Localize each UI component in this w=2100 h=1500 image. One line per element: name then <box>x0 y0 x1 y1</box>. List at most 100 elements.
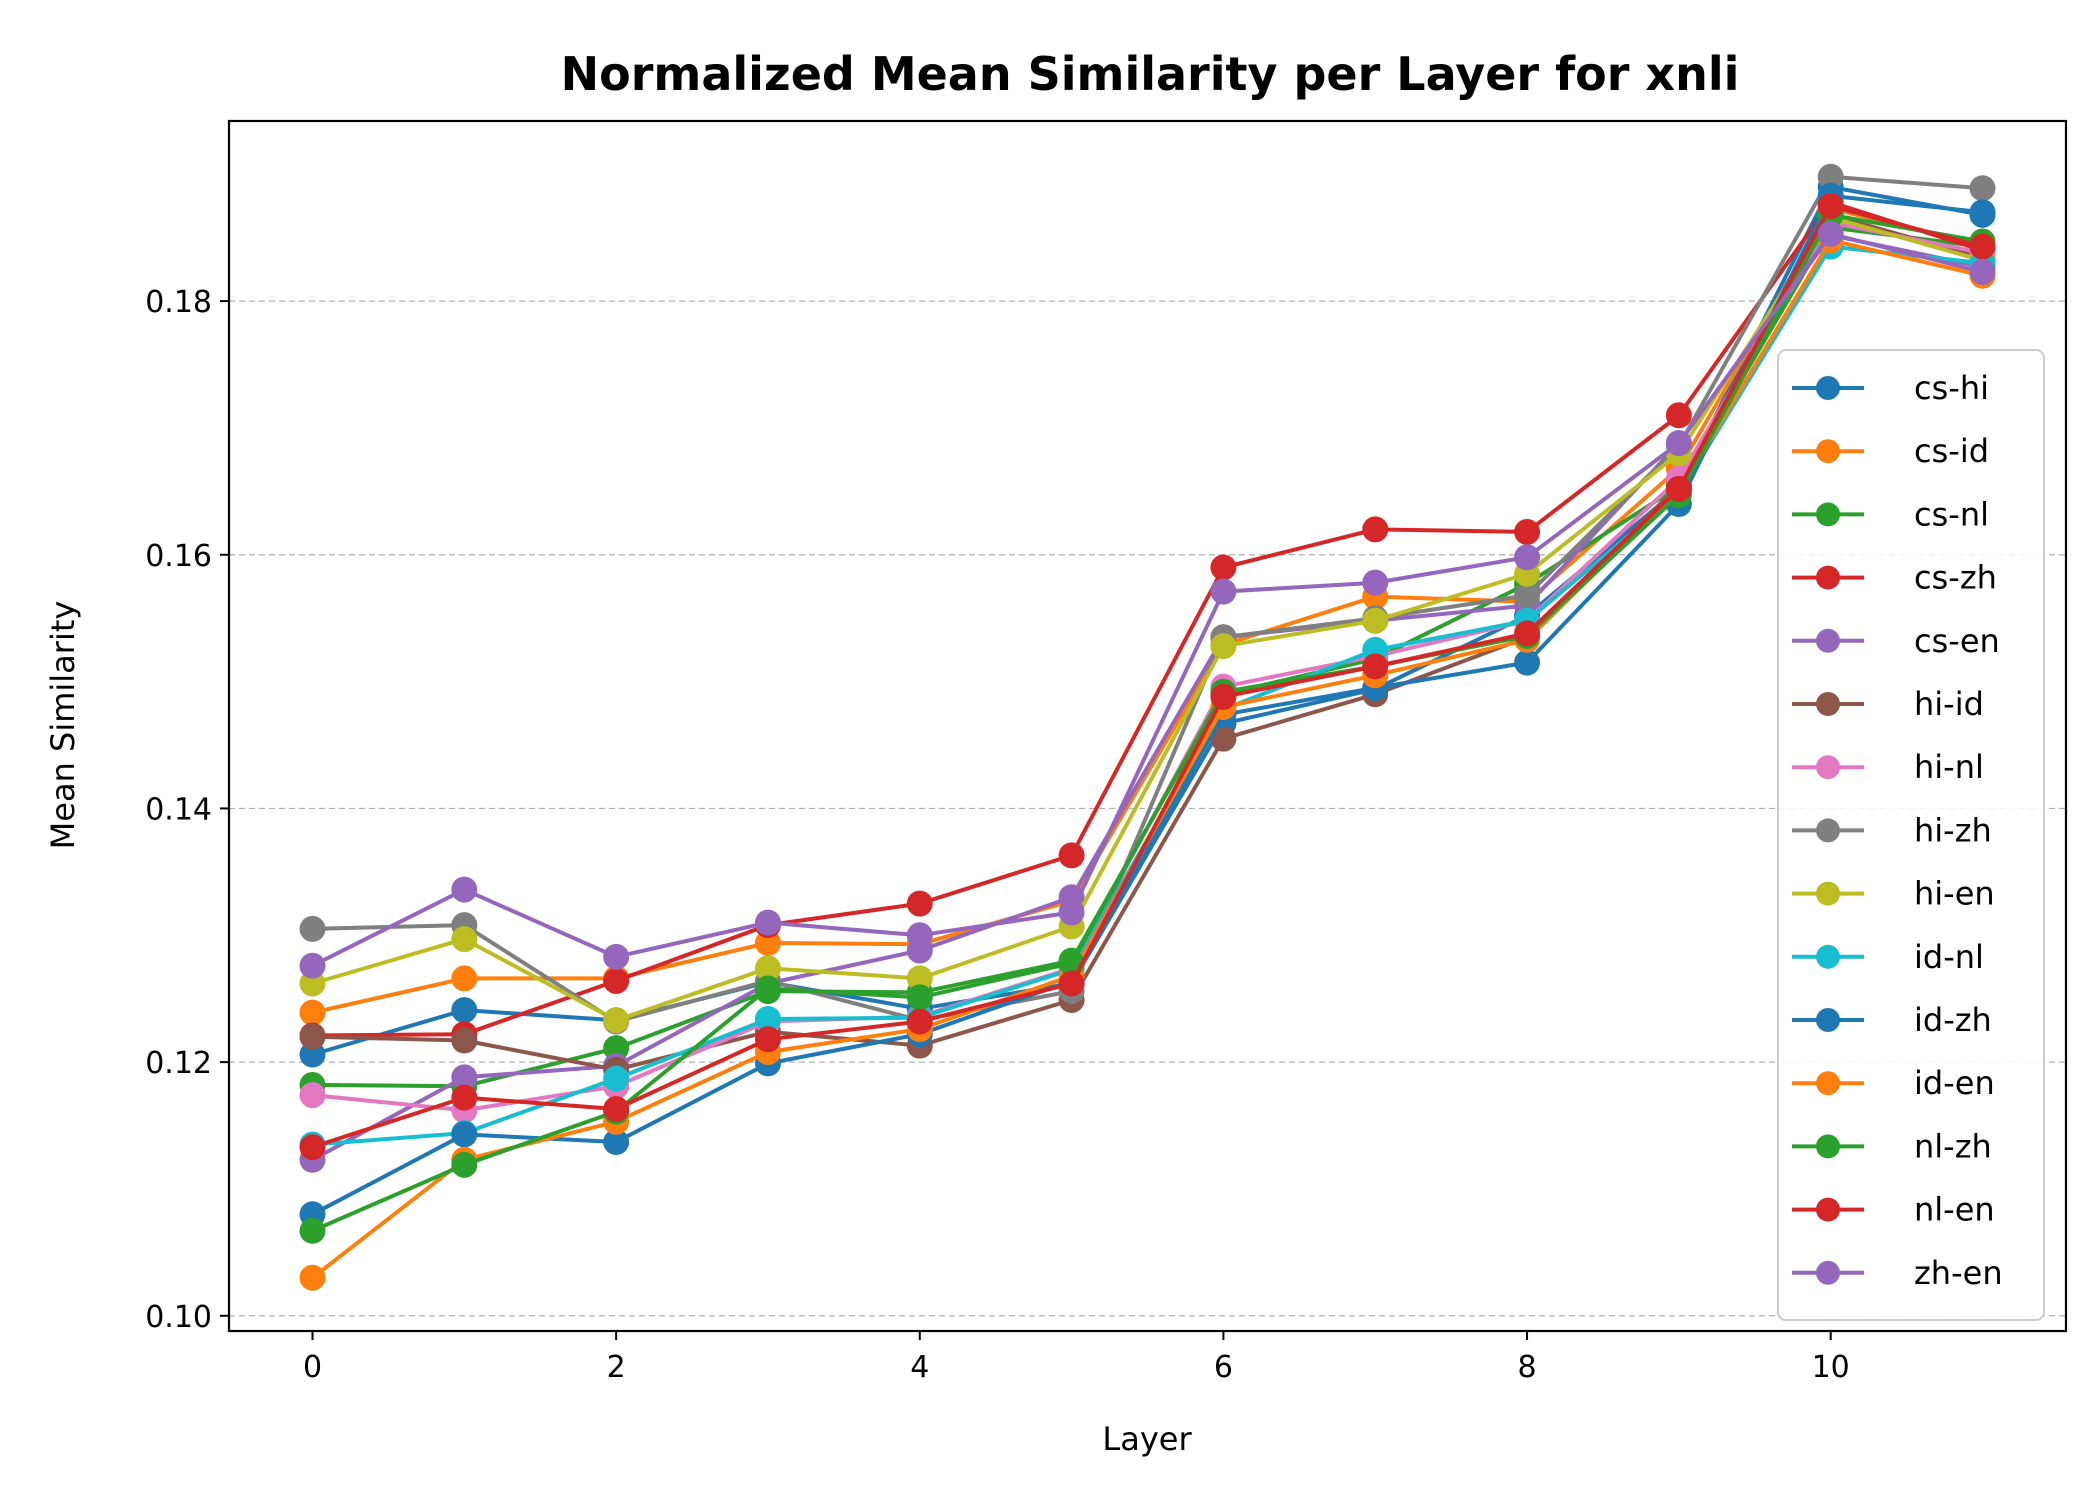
series-nl-en <box>299 192 1996 1161</box>
data-point-cs-hi <box>451 997 478 1024</box>
data-point-hi-zh <box>1969 175 1996 202</box>
data-point-zh-en <box>1514 544 1541 571</box>
x-axis-label: Layer <box>1102 1420 1192 1458</box>
data-point-id-zh <box>1969 199 1996 226</box>
legend-item: cs-nl <box>1792 495 1989 533</box>
chart-title: Normalized Mean Similarity per Layer for… <box>561 47 1740 101</box>
series-group <box>299 163 1996 1291</box>
data-point-nl-en <box>754 1026 781 1053</box>
data-point-id-zh <box>603 1129 630 1156</box>
legend-item: id-zh <box>1792 1001 1992 1039</box>
data-point-nl-en <box>1210 683 1237 710</box>
legend-marker <box>1816 439 1840 464</box>
legend-label: cs-zh <box>1914 559 1997 597</box>
series-line-cs-id <box>312 206 1983 1015</box>
legend-label: id-zh <box>1914 1001 1992 1039</box>
legend-item: hi-zh <box>1792 811 1992 849</box>
legend-label: id-en <box>1914 1064 1995 1102</box>
data-point-zh-en <box>451 876 478 903</box>
data-point-nl-en <box>1817 192 1844 219</box>
data-point-nl-zh <box>754 975 781 1002</box>
legend-marker <box>1816 376 1840 400</box>
legend-item: cs-hi <box>1792 369 1989 407</box>
legend-item: id-en <box>1792 1064 1995 1102</box>
series-line-zh-en <box>311 231 1983 968</box>
data-point-hi-en <box>1210 633 1237 660</box>
series-line-nl-zh <box>311 212 1983 1233</box>
legend-item: hi-id <box>1792 685 1984 723</box>
legend-marker <box>1816 755 1840 780</box>
data-point-nl-en <box>299 1134 326 1161</box>
data-point-cs-zh <box>906 890 933 917</box>
legend: cs-hi cs-id cs-nl cs-zh cs-en hi-id hi-nl hi-zh… <box>1777 349 2045 1321</box>
series-line-cs-zh <box>312 200 1984 1038</box>
data-point-nl-en <box>1058 970 1085 997</box>
legend-item: hi-nl <box>1792 748 1984 786</box>
data-point-hi-en <box>1362 607 1389 634</box>
x-tick-label: 10 <box>1812 1350 1850 1385</box>
data-point-id-nl <box>603 1065 630 1092</box>
legend-label: cs-hi <box>1914 369 1989 407</box>
data-point-nl-en <box>906 1008 933 1035</box>
data-point-cs-zh <box>1210 554 1237 581</box>
data-point-hi-zh <box>299 915 326 942</box>
legend-item: nl-en <box>1792 1191 1995 1229</box>
data-point-hi-zh <box>1514 582 1541 609</box>
x-tick-label: 2 <box>607 1350 626 1385</box>
data-point-hi-id <box>299 1023 326 1050</box>
legend-label: nl-en <box>1914 1191 1995 1229</box>
y-tick-label: 0.12 <box>145 1046 212 1081</box>
legend-marker <box>1816 1134 1840 1159</box>
legend-label: hi-zh <box>1914 811 1992 849</box>
y-tick-label: 0.16 <box>145 539 212 574</box>
legend-item: id-nl <box>1792 938 1984 976</box>
data-point-cs-zh <box>603 967 630 994</box>
y-tick-label: 0.14 <box>145 792 212 827</box>
data-point-zh-en <box>1665 430 1692 457</box>
series-line-nl-en <box>311 204 1984 1150</box>
data-point-hi-id <box>451 1027 478 1054</box>
legend-marker <box>1816 628 1840 653</box>
legend-item: cs-id <box>1792 432 1989 470</box>
y-tick-label: 0.18 <box>145 285 212 320</box>
legend-marker <box>1816 944 1840 969</box>
y-axis-label: Mean Similarity <box>44 601 82 850</box>
data-point-nl-zh <box>299 1217 326 1244</box>
x-tick-label: 8 <box>1517 1350 1536 1385</box>
data-point-hi-en <box>754 955 781 982</box>
data-point-zh-en <box>1210 578 1237 605</box>
legend-label: hi-nl <box>1914 748 1984 786</box>
legend-item: cs-zh <box>1792 559 1997 597</box>
data-point-zh-en <box>603 943 630 970</box>
data-point-cs-id <box>451 965 478 992</box>
legend-marker <box>1816 881 1840 906</box>
data-point-zh-en <box>1969 258 1996 285</box>
legend-label: zh-en <box>1914 1254 2003 1292</box>
data-point-cs-en <box>451 1064 478 1091</box>
data-point-nl-en <box>603 1096 630 1123</box>
data-point-zh-en <box>1817 220 1844 247</box>
legend-marker <box>1816 502 1840 527</box>
data-point-nl-en <box>451 1084 478 1111</box>
data-point-zh-en <box>299 952 326 979</box>
data-point-hi-en <box>906 965 933 992</box>
data-point-nl-en <box>1969 233 1996 260</box>
legend-label: nl-zh <box>1914 1127 1992 1165</box>
data-point-hi-nl <box>299 1082 326 1109</box>
data-point-id-en <box>299 1264 326 1291</box>
legend-item: zh-en <box>1792 1254 2003 1292</box>
axis-ticks: 0.10 0.12 0.14 0.16 0.18 0 2 4 6 8 10 <box>145 285 1850 1385</box>
data-point-cs-zh <box>1665 402 1692 429</box>
data-point-hi-en <box>603 1007 630 1034</box>
data-point-cs-zh <box>1362 516 1389 543</box>
data-point-nl-en <box>1362 653 1389 680</box>
legend-box <box>1777 349 2045 1321</box>
data-point-zh-en <box>1058 899 1085 926</box>
legend-marker <box>1816 1197 1840 1222</box>
data-point-cs-zh <box>1514 518 1541 545</box>
data-point-cs-id <box>299 999 326 1026</box>
data-point-nl-zh <box>451 1151 478 1178</box>
legend-marker <box>1816 1260 1840 1285</box>
plot-frame <box>227 119 2068 1333</box>
